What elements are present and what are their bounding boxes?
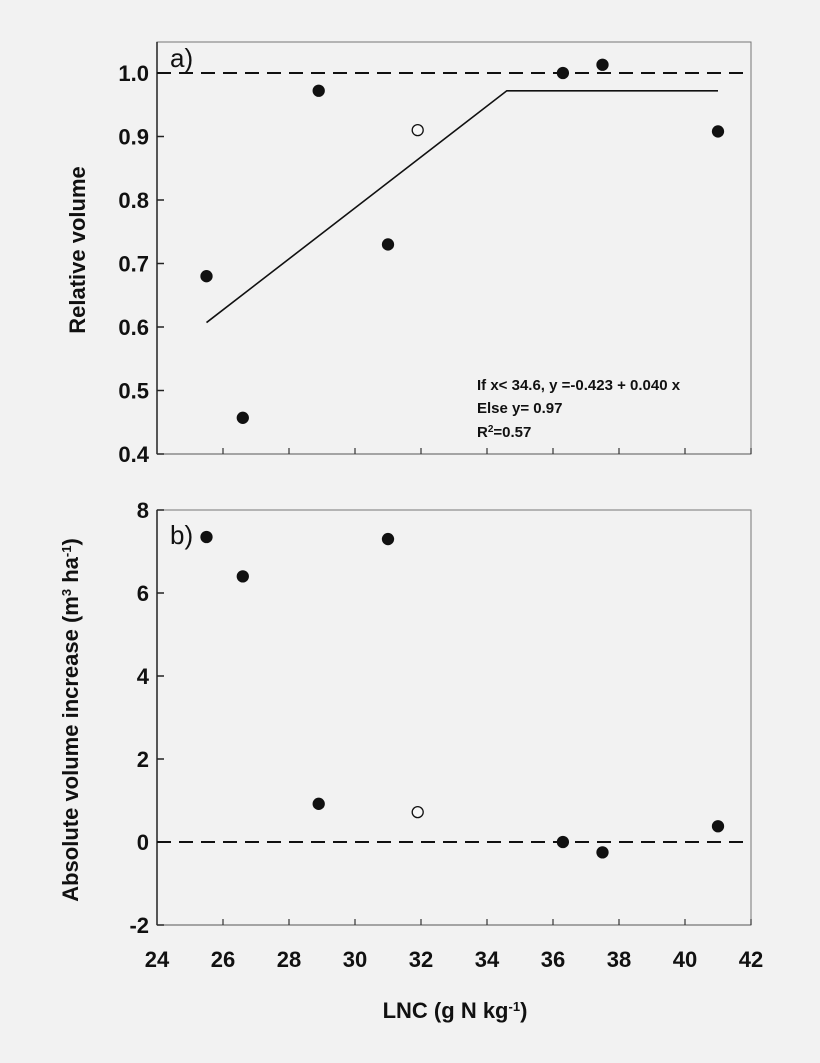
panel-a-data-point-open [411, 123, 424, 137]
panel-a-y-axis-title: Relative volume [65, 166, 90, 334]
panel-b-y-tick-label: 8 [137, 498, 149, 523]
panel-b-x-tick-label: 38 [607, 947, 631, 972]
panel-b-x-tick-label: 24 [145, 947, 170, 972]
panel-b-x-tick-label: 36 [541, 947, 565, 972]
panel-b-x-tick-label: 28 [277, 947, 301, 972]
panel-a-y-tick-label: 0.9 [118, 125, 149, 150]
panel-b-data-point-filled [596, 846, 609, 859]
panel-b-data-point-filled [556, 835, 570, 849]
panel-a-y-tick-label: 0.4 [118, 442, 149, 467]
panel-b-x-tick-label: 34 [475, 947, 500, 972]
panel-a-data-point-filled [312, 84, 325, 97]
panel-b-x-tick-label: 30 [343, 947, 367, 972]
panel-b-data-point-filled [381, 532, 395, 546]
panel-a-y-tick-label: 0.7 [118, 252, 149, 277]
panel-b-data-point-filled [200, 530, 213, 544]
panel-b-y-axis-title: Absolute volume increase (m3 ha-1) [58, 538, 83, 902]
panel-b-x-tick-label: 42 [739, 947, 763, 972]
panel-b-x-tick-label: 40 [673, 947, 697, 972]
panel-b-y-tick-label: 0 [137, 830, 149, 855]
equation-line-2: Else y= 0.97 [477, 400, 563, 417]
panel-a-y-tick-label: 0.8 [118, 188, 149, 213]
panel-a-fit-line [206, 89, 718, 324]
panel-a-y-tick-label: 1.0 [118, 61, 149, 86]
panel-b-y-tick-label: 4 [137, 664, 150, 689]
panel-b-y-tick-label: -2 [129, 913, 149, 938]
panel-b-label: b) [170, 520, 193, 550]
panel-b-y-tick-label: 6 [137, 581, 149, 606]
panel-a-y-tick-label: 0.5 [118, 379, 149, 404]
panel-b-x-tick-label: 32 [409, 947, 433, 972]
panel-a-data-point-filled [200, 270, 213, 283]
x-axis-title: LNC (g N kg-1) [383, 998, 528, 1023]
panel-b-data-point-open [411, 805, 424, 819]
panel-b-data-point-filled [711, 820, 725, 833]
panel-a-data-point-filled [381, 238, 395, 251]
panel-a-data-point-filled [596, 58, 609, 71]
equation-line-1: If x< 34.6, y =-0.423 + 0.040 x [477, 377, 681, 394]
panel-b: b) Absolute volume increase (m3 ha-1) LN… [58, 498, 763, 1023]
panel-b-data-point-filled [312, 797, 325, 810]
panel-a-annotation: If x< 34.6, y =-0.423 + 0.040 x Else y= … [477, 377, 681, 441]
panel-a-data-point-filled [236, 411, 249, 424]
panel-a-data-point-filled [556, 66, 570, 80]
panel-a-y-tick-label: 0.6 [118, 315, 149, 340]
r-squared-label: R2=0.57 [477, 424, 531, 442]
panel-a-data-point-filled [711, 125, 725, 138]
panel-a-label: a) [170, 43, 193, 73]
panel-b-data-point-filled [236, 570, 249, 583]
panel-b-x-tick-label: 26 [211, 947, 235, 972]
panel-b-y-tick-label: 2 [137, 747, 149, 772]
panel-a: a) Relative volume If x< 34.6, y =-0.423… [65, 41, 752, 467]
